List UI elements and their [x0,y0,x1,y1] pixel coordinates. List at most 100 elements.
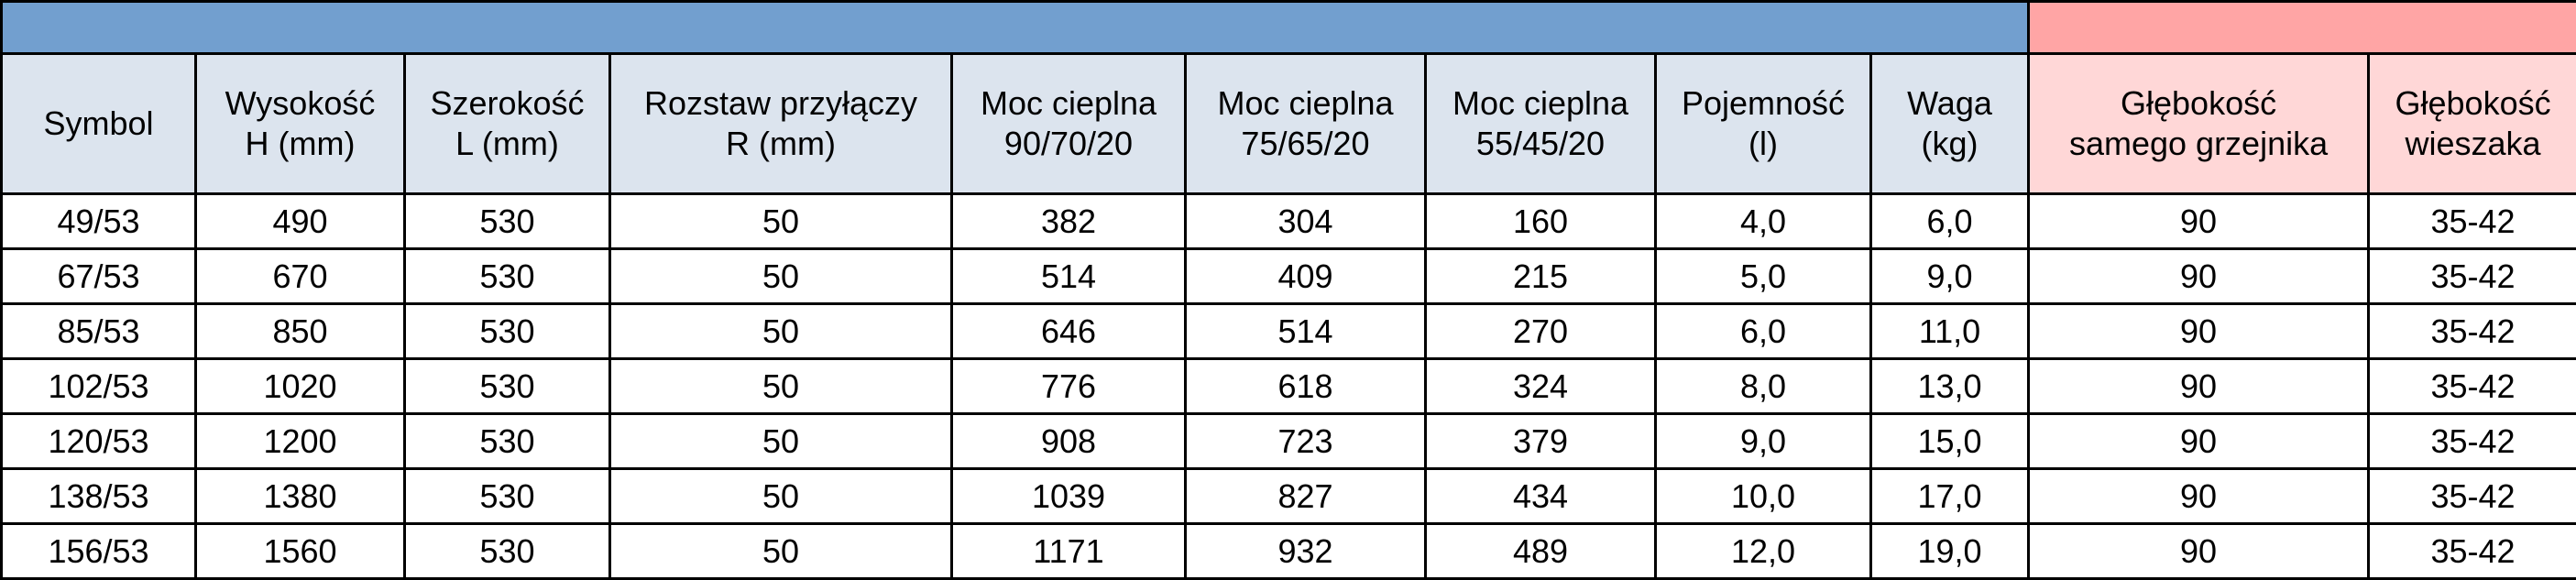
cell-symbol: 85/53 [2,304,196,359]
cell-power-75-65-20: 409 [1186,249,1426,304]
cell-radiator-depth: 90 [2029,194,2369,249]
cell-power-55-45-20: 160 [1426,194,1656,249]
cell-hanger-depth: 35-42 [2369,414,2576,469]
cell-power-55-45-20: 379 [1426,414,1656,469]
cell-symbol: 67/53 [2,249,196,304]
header-symbol: Symbol [2,54,196,194]
cell-height: 1560 [196,524,405,579]
cell-spacing: 50 [610,414,952,469]
cell-height: 670 [196,249,405,304]
header-hanger-depth: Głębokość wieszaka [2369,54,2576,194]
cell-height: 1380 [196,469,405,524]
cell-radiator-depth: 90 [2029,249,2369,304]
header-power-55-45-20: Moc cieplna 55/45/20 [1426,54,1656,194]
cell-width: 530 [405,469,610,524]
cell-power-75-65-20: 618 [1186,359,1426,414]
cell-spacing: 50 [610,524,952,579]
header-radiator-depth: Głębokość samego grzejnika [2029,54,2369,194]
cell-power-75-65-20: 932 [1186,524,1426,579]
cell-capacity: 6,0 [1656,304,1871,359]
cell-width: 530 [405,414,610,469]
cell-hanger-depth: 35-42 [2369,524,2576,579]
cell-spacing: 50 [610,194,952,249]
cell-capacity: 12,0 [1656,524,1871,579]
cell-radiator-depth: 90 [2029,359,2369,414]
cell-power-55-45-20: 324 [1426,359,1656,414]
cell-symbol: 49/53 [2,194,196,249]
cell-symbol: 138/53 [2,469,196,524]
cell-power-90-70-20: 908 [952,414,1186,469]
cell-radiator-depth: 90 [2029,469,2369,524]
cell-hanger-depth: 35-42 [2369,469,2576,524]
cell-width: 530 [405,194,610,249]
cell-power-55-45-20: 270 [1426,304,1656,359]
cell-power-90-70-20: 514 [952,249,1186,304]
cell-symbol: 156/53 [2,524,196,579]
cell-power-90-70-20: 646 [952,304,1186,359]
cell-symbol: 102/53 [2,359,196,414]
cell-power-55-45-20: 434 [1426,469,1656,524]
cell-spacing: 50 [610,249,952,304]
cell-power-90-70-20: 382 [952,194,1186,249]
cell-height: 490 [196,194,405,249]
cell-radiator-depth: 90 [2029,414,2369,469]
cell-weight: 19,0 [1871,524,2029,579]
header-capacity: Pojemność (l) [1656,54,1871,194]
cell-hanger-depth: 35-42 [2369,304,2576,359]
cell-hanger-depth: 35-42 [2369,359,2576,414]
cell-width: 530 [405,304,610,359]
cell-power-75-65-20: 723 [1186,414,1426,469]
cell-weight: 13,0 [1871,359,2029,414]
cell-width: 530 [405,249,610,304]
cell-hanger-depth: 35-42 [2369,249,2576,304]
cell-spacing: 50 [610,469,952,524]
header-width: Szerokość L (mm) [405,54,610,194]
header-spacing: Rozstaw przyłączy R (mm) [610,54,952,194]
cell-weight: 9,0 [1871,249,2029,304]
cell-power-75-65-20: 827 [1186,469,1426,524]
cell-spacing: 50 [610,304,952,359]
cell-height: 1020 [196,359,405,414]
cell-capacity: 9,0 [1656,414,1871,469]
cell-hanger-depth: 35-42 [2369,194,2576,249]
header-weight: Waga (kg) [1871,54,2029,194]
cell-width: 530 [405,524,610,579]
cell-capacity: 10,0 [1656,469,1871,524]
cell-power-90-70-20: 1039 [952,469,1186,524]
cell-radiator-depth: 90 [2029,524,2369,579]
blue-group-band [2,2,2029,54]
cell-power-90-70-20: 1171 [952,524,1186,579]
cell-weight: 17,0 [1871,469,2029,524]
header-height: Wysokość H (mm) [196,54,405,194]
cell-weight: 15,0 [1871,414,2029,469]
cell-weight: 11,0 [1871,304,2029,359]
cell-power-55-45-20: 215 [1426,249,1656,304]
cell-weight: 6,0 [1871,194,2029,249]
cell-capacity: 5,0 [1656,249,1871,304]
cell-width: 530 [405,359,610,414]
cell-height: 1200 [196,414,405,469]
cell-power-55-45-20: 489 [1426,524,1656,579]
header-power-75-65-20: Moc cieplna 75/65/20 [1186,54,1426,194]
cell-power-75-65-20: 514 [1186,304,1426,359]
cell-capacity: 4,0 [1656,194,1871,249]
pink-group-band [2029,2,2576,54]
header-power-90-70-20: Moc cieplna 90/70/20 [952,54,1186,194]
cell-radiator-depth: 90 [2029,304,2369,359]
cell-power-90-70-20: 776 [952,359,1186,414]
cell-capacity: 8,0 [1656,359,1871,414]
cell-power-75-65-20: 304 [1186,194,1426,249]
cell-spacing: 50 [610,359,952,414]
cell-symbol: 120/53 [2,414,196,469]
group-band-row [2,2,2576,54]
cell-height: 850 [196,304,405,359]
